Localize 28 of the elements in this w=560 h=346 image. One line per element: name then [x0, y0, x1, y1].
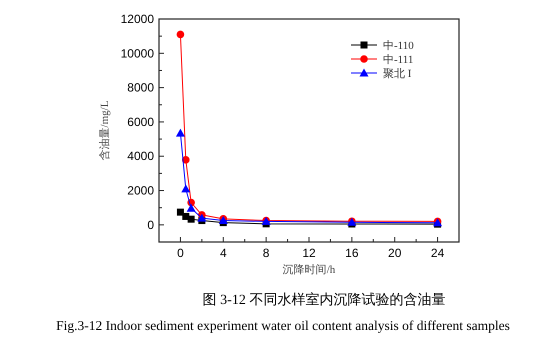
- y-tick-label: 8000: [127, 80, 154, 95]
- point: [176, 30, 184, 38]
- point: [176, 208, 184, 216]
- point: [181, 184, 190, 192]
- legend-label: 中-111: [383, 53, 414, 66]
- y-tick-label: 4000: [127, 149, 154, 164]
- y-axis-title: 含油量/mg/L: [98, 100, 111, 160]
- point: [197, 214, 206, 222]
- x-axis-title: 沉降时间/h: [282, 263, 336, 276]
- x-tick-label: 20: [388, 246, 402, 260]
- x-tick-label: 12: [302, 246, 316, 260]
- x-tick-label: 0: [177, 246, 184, 260]
- x-tick-label: 8: [262, 246, 270, 260]
- y-tick-label: 10000: [120, 46, 154, 60]
- y-tick-label: 6000: [127, 114, 154, 129]
- point: [186, 204, 196, 212]
- text: 图 3-12 不同水样室内沉降试验的含油量: [202, 292, 446, 308]
- y-tick-label: 12000: [120, 12, 154, 26]
- x-tick-label: 4: [220, 246, 227, 260]
- legend-label: 中-110: [383, 39, 414, 52]
- x-tick-label: 16: [345, 246, 359, 260]
- y-tick-label: 0: [147, 218, 154, 232]
- x-tick-label: 24: [430, 246, 445, 260]
- text: Fig.3-12 Indoor sediment experiment water oil content analysis of different samples: [56, 318, 510, 333]
- point: [188, 216, 195, 223]
- y-tick-label: 2000: [127, 184, 154, 198]
- legend-label: 聚北 I: [383, 67, 412, 80]
- point: [176, 128, 185, 137]
